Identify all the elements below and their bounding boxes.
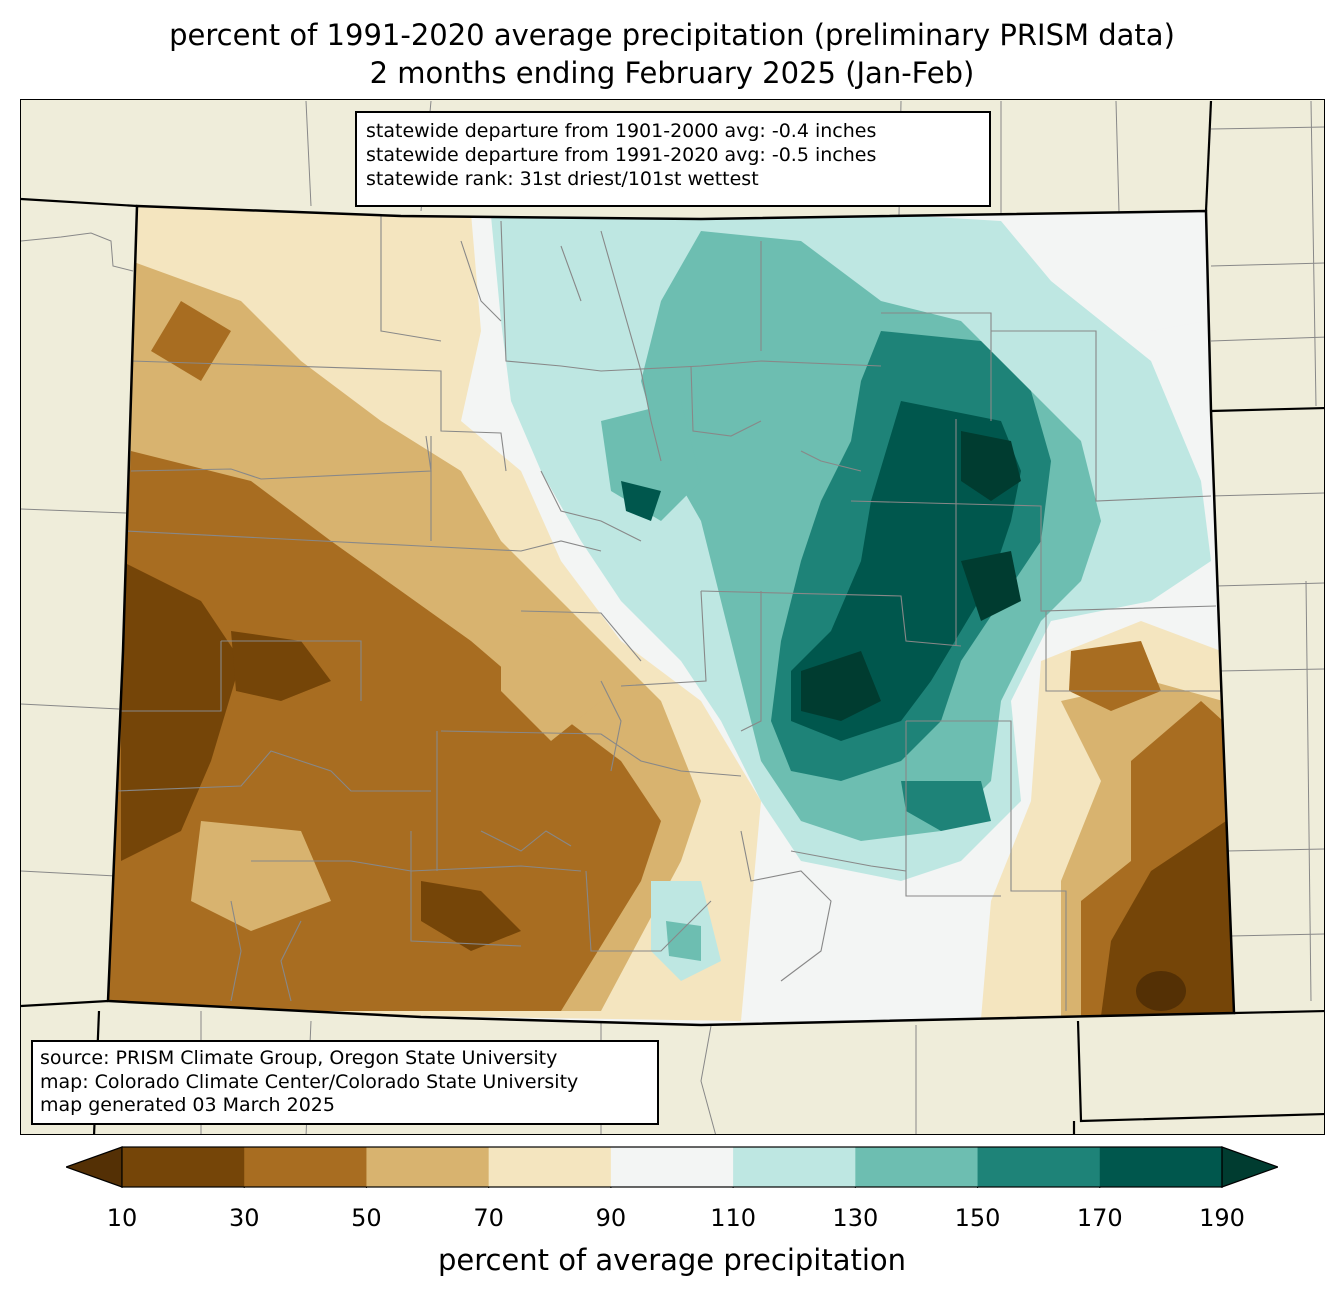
colorbar-bin [733,1147,856,1187]
neighbor-state-borders [21,100,1324,1134]
map-title-line2: 2 months ending February 2025 (Jan-Feb) [369,56,975,90]
colorbar-bin [855,1147,979,1187]
stats-rank: statewide rank: 31st driest/101st wettes… [366,168,759,190]
colorbar-outline [121,1146,1223,1188]
map-title-line1: percent of 1991-2020 average precipitati… [169,18,1175,52]
colorbar-tick-label: 10 [106,1204,138,1232]
colorbar-bin [977,1147,1101,1187]
colorado-state-border [106,204,1236,1027]
source-line: source: PRISM Climate Group, Oregon Stat… [40,1047,558,1069]
colorbar-tick-label: 190 [1199,1204,1245,1232]
precipitation-field [108,206,1234,1025]
colorbar-tick-label: 110 [710,1204,757,1232]
colorbar-tick-label: 150 [954,1204,1001,1232]
colorbar-bin [610,1147,734,1187]
colorbar-bin [488,1147,612,1187]
source-box: source: PRISM Climate Group, Oregon Stat… [31,1040,659,1125]
colorbar-tick-label: 50 [351,1204,382,1232]
map-panel [20,99,1325,1135]
stats-departure-1901-2000: statewide departure from 1901-2000 avg: … [366,120,877,142]
colorbar-bin [366,1147,490,1187]
county-lines [115,211,1221,1011]
colorbar-tick-label: 30 [228,1204,260,1232]
colorbar-bin [122,1147,245,1187]
colorbar-tick-label: 170 [1076,1204,1123,1232]
statewide-stats-box: statewide departure from 1901-2000 avg: … [355,111,991,207]
map-credit-line: map: Colorado Climate Center/Colorado St… [40,1070,579,1093]
colorbar-tick-label: 70 [473,1204,504,1232]
colorbar [66,1146,1278,1188]
precipitation-map [21,100,1324,1134]
colorbar-under-arrow [66,1146,123,1188]
colorbar-ticks [121,1187,1223,1188]
colorbar-label: percent of average precipitation [437,1243,907,1277]
colorbar-tick-label: 130 [832,1204,879,1232]
colorbar-tick-label: 90 [595,1204,627,1232]
colorbar-bin [244,1147,367,1187]
stats-departure-1991-2020: statewide departure from 1991-2020 avg: … [366,144,877,166]
generated-date-line: map generated 03 March 2025 [40,1094,335,1116]
colorbar-bins [122,1147,1223,1187]
colorbar-bin [1099,1147,1223,1187]
colorbar-over-arrow [1221,1146,1278,1188]
